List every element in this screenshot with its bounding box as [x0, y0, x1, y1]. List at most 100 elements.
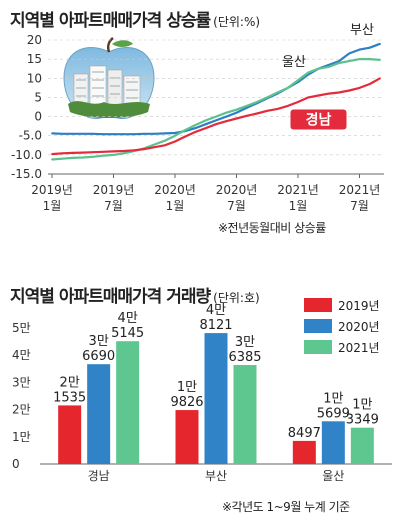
data-point-부산 [112, 133, 115, 136]
x-tick-year: 2019년 [93, 183, 135, 197]
data-point-부산 [235, 111, 238, 114]
data-point-경남 [71, 152, 74, 154]
bar-chart-unit: (단위:호) [213, 291, 260, 305]
data-point-부산 [61, 132, 64, 135]
data-point-경남 [317, 94, 320, 97]
series-label: 경남 [306, 112, 332, 129]
data-point-경남 [143, 148, 146, 151]
data-point-울산 [235, 108, 238, 111]
data-point-부산 [153, 132, 156, 135]
x-tick-month: 1월 [166, 199, 185, 213]
bar-value-label: 3349 [346, 413, 379, 428]
bar-2020년-경남 [87, 364, 111, 464]
data-point-경남 [51, 153, 53, 155]
x-tick-year: 2021년 [277, 183, 319, 197]
data-point-울산 [112, 153, 115, 156]
bar-value-label-top: 3만 [89, 334, 109, 349]
data-point-울산 [215, 115, 217, 118]
line-chart-unit: (단위:%) [213, 15, 261, 29]
legend-label: 2021년 [338, 341, 380, 355]
data-point-경남 [225, 120, 228, 123]
bar-2019년-부산 [175, 410, 199, 464]
data-point-부산 [102, 133, 105, 136]
data-point-경남 [204, 127, 207, 129]
x-tick-month: 1월 [289, 199, 308, 213]
data-point-부산 [81, 132, 84, 135]
data-point-경남 [153, 146, 156, 149]
y-tick-label: 5만 [12, 321, 31, 335]
data-point-경남 [286, 104, 289, 107]
y-tick-label: 0 [34, 110, 42, 124]
data-point-부산 [143, 132, 146, 135]
data-point-울산 [317, 67, 320, 70]
data-point-부산 [163, 132, 166, 135]
x-tick-month: 7월 [350, 199, 369, 213]
y-tick-label: 10 [27, 71, 42, 85]
y-tick-label: 5 [34, 90, 42, 104]
bar-2021년-경남 [116, 341, 140, 464]
x-tick-year: 2019년 [31, 183, 73, 197]
bar-value-label: 9826 [170, 395, 203, 410]
x-tick-year: 2021년 [339, 183, 381, 197]
bar-value-label-top: 3만 [235, 335, 255, 350]
data-point-울산 [245, 104, 248, 107]
data-point-경남 [112, 150, 115, 153]
y-tick-label: 15 [27, 52, 42, 66]
x-category-label: 부산 [205, 469, 227, 483]
bar-value-label: 8121 [199, 318, 232, 333]
data-point-울산 [51, 158, 53, 161]
bar-value-label: 1535 [53, 390, 86, 405]
series-label: 울산 [282, 55, 306, 70]
data-point-부산 [174, 132, 176, 134]
data-point-경남 [266, 109, 269, 112]
data-point-경남 [307, 96, 310, 99]
y-tick-label: 0 [12, 457, 20, 471]
data-point-경남 [327, 92, 330, 95]
y-tick-label: 4만 [12, 348, 31, 362]
bar-2020년-부산 [204, 333, 228, 464]
data-point-울산 [348, 60, 351, 62]
bar-value-label: 5145 [111, 326, 144, 341]
bar-value-label-top: 1만 [352, 398, 372, 413]
data-point-부산 [204, 123, 207, 126]
trade-volume-chart: 지역별 아파트매매가격 거래량 (단위:호) 0 1만 2만 3만 4만 5만 2만 1535 3… [0, 278, 400, 520]
series-line-울산 [51, 58, 381, 161]
data-point-경남 [297, 101, 299, 103]
data-point-부산 [92, 132, 94, 135]
data-point-울산 [61, 157, 64, 160]
data-point-경남 [61, 152, 64, 155]
series-label-box [290, 109, 347, 130]
data-point-울산 [276, 91, 279, 94]
bar-chart-title: 지역별 아파트매매가격 거래량 (단위:호) [10, 282, 260, 307]
x-category-label: 경남 [88, 469, 110, 483]
x-tick-month: 1월 [43, 199, 62, 213]
data-point-울산 [266, 96, 269, 99]
data-point-부산 [245, 106, 248, 109]
legend-swatch-2019년 [304, 298, 332, 312]
data-point-울산 [81, 156, 84, 159]
apple-apartment-photo-icon [60, 37, 158, 122]
data-point-부산 [133, 133, 135, 136]
data-point-경남 [133, 149, 135, 152]
bar-value-label-top: 1만 [323, 391, 343, 406]
data-point-부산 [348, 52, 351, 55]
price-change-chart: 지역별 아파트매매가격 상승률 (단위:%) -15.0 -10.0 -5.0 0 5 10… [0, 0, 400, 245]
data-point-부산 [368, 46, 371, 49]
x-tick-year: 2020년 [154, 183, 196, 197]
data-point-울산 [286, 86, 289, 89]
y-tick-label: 2만 [12, 403, 31, 417]
data-point-경남 [276, 108, 279, 110]
data-point-부산 [122, 133, 125, 136]
data-point-경남 [256, 112, 258, 115]
data-point-울산 [307, 71, 310, 74]
bar-chart-title-text: 지역별 아파트매매가격 거래량 [10, 287, 211, 307]
legend-swatch-2020년 [304, 319, 332, 333]
data-point-울산 [204, 119, 207, 122]
data-point-경남 [338, 91, 340, 94]
data-point-울산 [379, 59, 381, 61]
data-point-경남 [235, 117, 238, 120]
data-point-울산 [71, 157, 74, 159]
bar-2019년-울산 [292, 440, 316, 464]
y-tick-label: 3만 [12, 375, 31, 389]
bar-value-label: 5699 [317, 406, 350, 421]
